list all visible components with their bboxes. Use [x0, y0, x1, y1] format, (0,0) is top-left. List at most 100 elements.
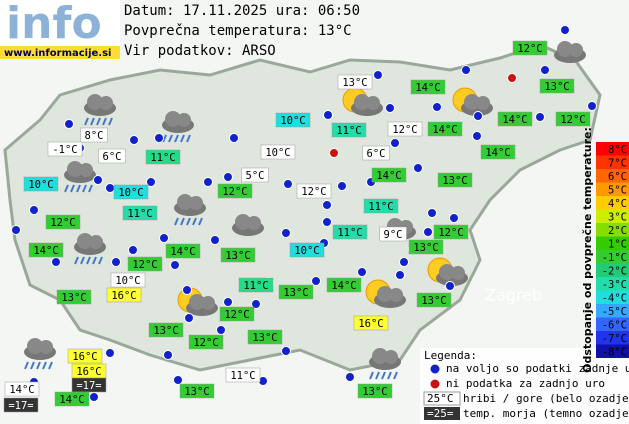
station-label: 16°C [76, 366, 101, 378]
scale-label: 7°C [608, 157, 627, 169]
station-label: 12°C [132, 259, 157, 271]
station-label-bg [512, 40, 548, 56]
scale-label: -6°C [602, 319, 627, 331]
rain [90, 117, 95, 126]
station-label-bg [80, 127, 108, 143]
station-label-bg [296, 183, 332, 199]
station-label: =17= [76, 380, 101, 392]
station-dot [322, 217, 332, 227]
station-label: 10°C [265, 147, 290, 159]
station-label-bg [387, 121, 423, 137]
station-dot [223, 297, 233, 307]
station-dot [146, 177, 156, 187]
station-dot-missing [329, 148, 339, 158]
scale-swatch [596, 223, 629, 237]
station-label: 13°C [342, 77, 367, 89]
station-label: 14°C [485, 147, 510, 159]
station-label: 5°C [246, 170, 265, 182]
station-label: 11°C [230, 370, 255, 382]
cloud [39, 340, 53, 354]
rain [98, 256, 103, 265]
legend-sample-text: 25°C [427, 392, 454, 405]
station-label: 12°C [50, 217, 75, 229]
station-label-bg [56, 289, 92, 305]
station-label: 13°C [252, 332, 277, 344]
station-dot [473, 111, 483, 121]
legend-text: hribi / gore (belo ozadje) [463, 392, 629, 405]
station-dot [323, 110, 333, 120]
station-label-bg [332, 224, 368, 240]
station-label-bg [260, 144, 296, 160]
station-label: 14°C [502, 114, 527, 126]
station-label: =17= [8, 400, 33, 412]
rain [70, 184, 75, 193]
station-label: 11°C [243, 280, 268, 292]
station-label: 12°C [392, 124, 417, 136]
station-dot [427, 208, 437, 218]
station-label-bg [47, 141, 83, 157]
station-dot [560, 25, 570, 35]
legend-sample [424, 407, 460, 420]
cloud [439, 264, 455, 280]
station-label-bg [410, 79, 446, 95]
station-label: 10°C [280, 115, 305, 127]
scale-label: 4°C [608, 198, 627, 210]
station-label-bg [220, 247, 256, 263]
legend-text: na voljo so podatki zadnje ure [446, 362, 629, 375]
station-label: 13°C [413, 242, 438, 254]
station-label-bg [165, 243, 201, 259]
station-dot [449, 213, 459, 223]
station-dot [413, 163, 423, 173]
station-label-bg [247, 329, 283, 345]
legend-sample-text: =25= [427, 407, 454, 420]
station-dot [105, 183, 115, 193]
station-dot-missing [507, 73, 517, 83]
rain [88, 184, 93, 193]
rain [162, 134, 167, 143]
station-label: 13°C [283, 287, 308, 299]
station-label-bg [379, 226, 407, 242]
rain [64, 184, 69, 193]
station-label-bg [480, 144, 516, 160]
station-label-bg [179, 383, 215, 399]
cloud [79, 163, 93, 177]
cloud [247, 216, 261, 230]
rain [192, 217, 197, 226]
station-label: 12°C [301, 186, 326, 198]
station-dot [322, 200, 332, 210]
station-dot [461, 65, 471, 75]
station-dot [283, 179, 293, 189]
station-dot [223, 172, 233, 182]
logo-url-bg [0, 46, 120, 59]
station-label: 16°C [358, 318, 383, 330]
cloud [99, 96, 113, 110]
station-label-bg [148, 322, 184, 338]
scale-swatch [596, 142, 629, 156]
station-label-bg [54, 391, 90, 407]
header-line: Datum: 17.11.2025 ura: 06:50 [124, 3, 360, 19]
rain [30, 361, 35, 370]
cloud [189, 196, 203, 210]
station-dot [173, 375, 183, 385]
station-dot [129, 135, 139, 145]
station-label-bg [275, 112, 311, 128]
rain [76, 184, 81, 193]
station-dot [385, 103, 395, 113]
rain [36, 361, 41, 370]
station-label: 14°C [33, 245, 58, 257]
rain [42, 361, 47, 370]
station-dot [373, 70, 383, 80]
cloud [77, 233, 93, 249]
station-label: 16°C [111, 290, 136, 302]
legend-title: Legenda: [424, 349, 477, 362]
station-label-bg [122, 205, 158, 221]
rain [186, 217, 191, 226]
station-dot [29, 205, 39, 215]
station-label: 9°C [384, 229, 403, 241]
scale-label: -8°C [602, 346, 627, 358]
station-dot [111, 257, 121, 267]
scale-label: -1°C [602, 252, 627, 264]
station-label-bg [110, 272, 146, 288]
station-label: 13°C [421, 295, 446, 307]
rain [369, 371, 374, 380]
